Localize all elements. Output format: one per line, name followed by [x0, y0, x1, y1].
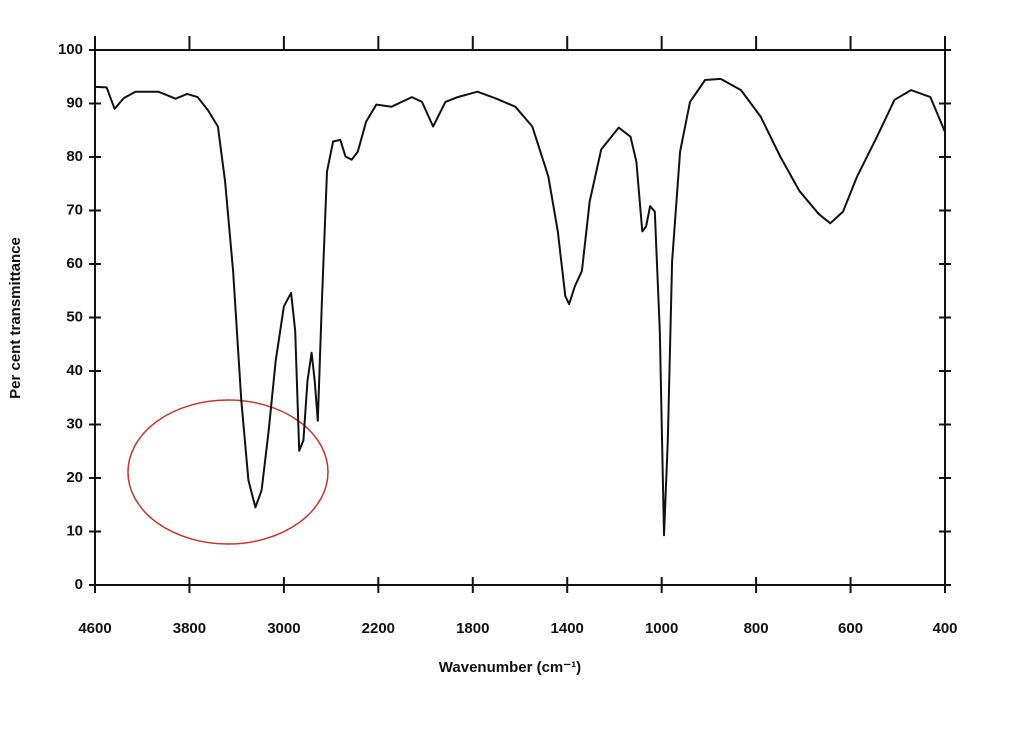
- x-tick-label: 400: [932, 620, 957, 637]
- y-tick-label: 100: [58, 41, 83, 58]
- x-tick-label: 3000: [267, 620, 300, 637]
- y-tick-label: 90: [66, 94, 83, 111]
- x-axis-label: Wavenumber (cm⁻¹): [439, 659, 581, 676]
- y-tick-label: 0: [75, 576, 83, 593]
- y-tick-label: 40: [66, 362, 83, 379]
- x-tick-label: 800: [744, 620, 769, 637]
- y-tick-label: 20: [66, 469, 83, 486]
- y-tick-label: 30: [66, 415, 83, 432]
- x-tick-label: 1800: [456, 620, 489, 637]
- x-tick-label: 2200: [362, 620, 395, 637]
- highlight-circle: [127, 399, 329, 545]
- x-tick-label: 1000: [645, 620, 678, 637]
- x-tick-label: 600: [838, 620, 863, 637]
- y-tick-label: 50: [66, 308, 83, 325]
- y-tick-label: 60: [66, 255, 83, 272]
- spectrum-line: [94, 77, 946, 537]
- y-tick-label: 80: [66, 148, 83, 165]
- y-axis-label: Per cent transmittance: [7, 237, 24, 399]
- x-tick-label: 4600: [78, 620, 111, 637]
- plot-frame: [94, 49, 946, 586]
- x-tick-label: 1400: [551, 620, 584, 637]
- y-tick-label: 70: [66, 201, 83, 218]
- x-tick-label: 3800: [173, 620, 206, 637]
- y-tick-label: 10: [66, 522, 83, 539]
